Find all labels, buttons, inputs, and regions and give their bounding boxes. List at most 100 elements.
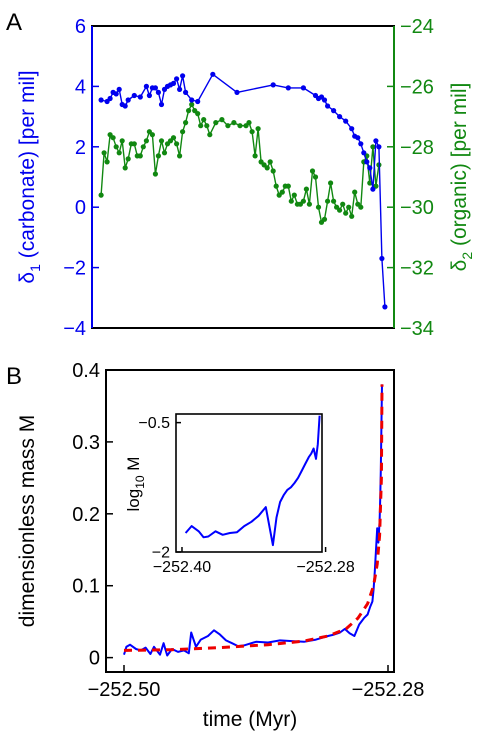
carbonate-series-point: [98, 97, 104, 103]
carbonate-series-point: [337, 114, 343, 120]
carbonate-series-point: [195, 98, 201, 105]
organic-series-point: [349, 213, 355, 219]
organic-series-point: [231, 120, 237, 126]
organic-series-point: [204, 123, 210, 129]
inset-background: [176, 414, 322, 552]
carbonate-series-point: [234, 89, 240, 95]
organic-series-point: [367, 180, 373, 186]
carbonate-series-point: [379, 255, 385, 262]
carbonate-series-point: [152, 85, 158, 91]
carbonate-series-point: [358, 141, 364, 147]
panel-a-right-tick-label: −32: [400, 258, 434, 280]
organic-series-point: [116, 150, 122, 156]
organic-series-point: [331, 198, 337, 204]
carbonate-series-point: [367, 165, 373, 171]
carbonate-series-point: [137, 94, 143, 100]
panel-b-y-tick-label: 0.2: [72, 504, 100, 526]
carbonate-series-point: [285, 85, 291, 91]
panel-a-left-tick-label: −2: [63, 258, 86, 280]
organic-series-point: [131, 141, 137, 147]
organic-series-point: [252, 153, 258, 159]
panel-a-right-tick-label: −24: [400, 16, 434, 38]
organic-series-point: [343, 210, 349, 216]
organic-series-point: [337, 207, 343, 213]
organic-series-point: [213, 120, 219, 126]
carbonate-series-point: [183, 89, 189, 95]
carbonate-series-point: [300, 85, 306, 91]
organic-series-point: [98, 192, 104, 198]
organic-series-point: [177, 153, 183, 159]
panel-a-right-tick-label: −34: [400, 318, 434, 340]
inset-x-tick-label: −252.40: [153, 559, 211, 576]
inset-y-tick-label: −0.5: [138, 415, 170, 432]
inset-chart: −2 −0.5 −252.40 −252.28: [138, 415, 354, 576]
panel-b-letter: B: [6, 363, 22, 390]
organic-series-point: [183, 120, 189, 126]
organic-series-point: [180, 129, 186, 135]
panel-a-left-tick-label: 0: [75, 197, 86, 219]
fit-series-line: [123, 384, 384, 652]
carbonate-series-point: [343, 118, 349, 124]
carbonate-series-point: [373, 138, 379, 144]
organic-series-point: [303, 186, 309, 192]
carbonate-series-point: [376, 144, 382, 150]
organic-series-point: [340, 201, 346, 207]
panel-a-left-tick-label: 6: [75, 16, 86, 38]
organic-series-point: [325, 198, 331, 204]
panel-a-left-tick-label: 4: [75, 76, 86, 98]
organic-series-point: [328, 180, 334, 186]
organic-series-point: [309, 168, 316, 174]
organic-series-point: [285, 183, 291, 189]
carbonate-series-point: [270, 82, 276, 88]
organic-series-point: [104, 159, 110, 165]
carbonate-series-point: [155, 89, 161, 95]
organic-series-point: [312, 174, 319, 180]
carbonate-series-point: [189, 97, 195, 103]
carbonate-series-point: [361, 150, 367, 156]
inset-y-tick-label: −2: [152, 545, 170, 562]
panel-b-ylabel: dimensionless mass M: [16, 415, 39, 627]
carbonate-series-point: [364, 159, 370, 165]
panel-a-frame: [91, 25, 395, 329]
carbonate-series-point: [370, 186, 376, 192]
organic-series-point: [300, 198, 306, 204]
organic-series-point: [315, 204, 322, 210]
organic-series-point: [352, 189, 358, 195]
carbonate-series-point: [131, 92, 137, 99]
organic-series-point: [291, 192, 297, 198]
organic-series-point: [306, 201, 312, 207]
organic-series-point: [198, 123, 204, 129]
carbonate-series-point: [180, 73, 186, 79]
inset-frame: [175, 413, 323, 553]
organic-series-point: [125, 156, 131, 162]
organic-series-point: [122, 165, 128, 171]
carbonate-series-point: [125, 97, 131, 103]
organic-series-point: [137, 153, 143, 159]
panel-a-right-tick-label: −30: [400, 197, 434, 219]
carbonate-series-point: [331, 108, 337, 114]
organic-series-point: [201, 117, 207, 123]
carbonate-series-line: [100, 73, 386, 307]
organic-series-point: [358, 204, 364, 210]
panel-a-letter: A: [6, 9, 22, 36]
organic-series-point: [246, 120, 252, 126]
panel-a-left-tick-label: −4: [63, 318, 86, 340]
inset-series-line: [184, 415, 321, 547]
organic-series-point: [152, 171, 158, 177]
organic-series-point: [237, 123, 243, 129]
carbonate-series-point: [116, 86, 122, 92]
panel-a-right-tick-label: −28: [400, 137, 434, 159]
organic-series-point: [149, 132, 155, 138]
organic-series-point: [225, 123, 231, 129]
organic-series-point: [174, 141, 180, 147]
carbonate-series-point: [170, 80, 177, 86]
panel-b-chart: 0 0.1 0.2 0.3 0.4 −252.50 −252.28: [72, 360, 424, 701]
organic-series-point: [161, 150, 168, 156]
inset-ylabel: log10 M: [124, 457, 147, 512]
panel-a-right-ylabel: δ2 (organic) [per mil]: [448, 83, 475, 272]
organic-series-point: [158, 138, 165, 144]
panel-b-y-tick-label: 0.3: [72, 432, 100, 454]
carbonate-series-point: [122, 103, 128, 109]
carbonate-series-point: [143, 83, 149, 89]
